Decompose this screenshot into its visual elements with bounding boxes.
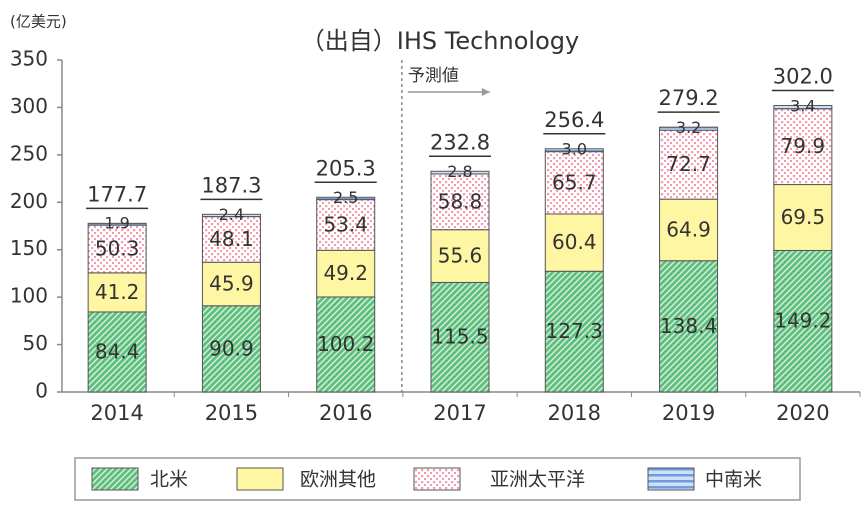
bar-segment <box>316 196 376 201</box>
x-tick-label: 2016 <box>319 401 372 425</box>
segment-label: 3.0 <box>562 140 587 159</box>
total-label: 279.2 <box>659 86 719 110</box>
legend-swatch <box>413 467 461 491</box>
y-tick-label: 200 <box>10 189 48 213</box>
bar-segment <box>316 199 376 251</box>
segment-label: 3.4 <box>790 97 815 116</box>
bar-segment <box>201 305 261 393</box>
x-tick-label: 2019 <box>662 401 715 425</box>
bar-segment <box>87 272 147 313</box>
segment-label: 60.4 <box>552 230 597 254</box>
total-label: 187.3 <box>201 173 261 197</box>
y-tick-label: 0 <box>35 379 48 403</box>
unit-label: (亿美元) <box>10 13 67 31</box>
x-tick-label: 2014 <box>90 401 143 425</box>
segment-label: 138.4 <box>660 314 717 338</box>
segment-label: 100.2 <box>317 332 374 356</box>
x-tick-label: 2020 <box>776 401 829 425</box>
segment-label: 149.2 <box>774 309 831 333</box>
bar-segment <box>659 126 719 131</box>
segment-label: 49.2 <box>323 261 368 285</box>
chart-title: （出自）IHS Technology <box>301 27 579 55</box>
bar-segment <box>773 184 833 251</box>
x-tick-label: 2017 <box>433 401 486 425</box>
bar-segment <box>430 229 490 283</box>
bar-segment <box>430 173 490 231</box>
total-label: 256.4 <box>544 108 604 132</box>
bar-segment <box>659 129 719 200</box>
bar-segment <box>430 281 490 393</box>
bar-segment <box>544 148 604 153</box>
y-tick-label: 300 <box>10 94 48 118</box>
legend-label: 中南米 <box>705 469 762 491</box>
segment-label: 84.4 <box>95 339 140 363</box>
forecast-arrowhead <box>481 88 490 96</box>
legend-label: 亚洲太平洋 <box>490 469 585 491</box>
bar-segment <box>201 216 261 263</box>
bar-segment <box>201 213 261 218</box>
total-label: 232.8 <box>430 130 490 154</box>
segment-label: 64.9 <box>666 217 711 241</box>
y-tick-label: 100 <box>10 284 48 308</box>
total-label: 205.3 <box>316 156 376 180</box>
legend-swatch <box>91 467 139 491</box>
bar-segment <box>430 170 490 175</box>
legend-swatch <box>236 467 284 491</box>
segment-label: 72.7 <box>666 152 711 176</box>
forecast-label: 予測値 <box>408 66 459 86</box>
bar-segment <box>201 261 261 307</box>
legend-label: 北米 <box>150 469 188 491</box>
segment-label: 115.5 <box>431 325 488 349</box>
bar-segment <box>773 249 833 393</box>
x-tick-label: 2015 <box>205 401 258 425</box>
segment-label: 127.3 <box>546 319 603 343</box>
bar-segment <box>87 311 147 393</box>
segment-label: 1.9 <box>104 214 129 233</box>
legend-label: 欧洲其他 <box>300 469 376 491</box>
segment-label: 2.8 <box>447 162 472 181</box>
segment-label: 55.6 <box>438 244 483 268</box>
segment-label: 45.9 <box>209 272 254 296</box>
segment-label: 41.2 <box>95 280 140 304</box>
y-tick-label: 350 <box>10 47 48 71</box>
legend-swatch <box>647 467 695 491</box>
bar-segment <box>659 260 719 393</box>
total-label: 177.7 <box>87 182 147 206</box>
segment-label: 2.5 <box>333 188 358 207</box>
bar-segment <box>773 108 833 186</box>
bar-segment <box>316 249 376 298</box>
y-tick-label: 50 <box>23 331 48 355</box>
segment-label: 69.5 <box>781 205 826 229</box>
bar-segment <box>659 198 719 262</box>
segment-label: 50.3 <box>95 237 140 261</box>
segment-label: 3.2 <box>676 118 701 137</box>
segment-label: 53.4 <box>323 212 368 236</box>
bar-segment <box>87 224 147 274</box>
segment-label: 79.9 <box>781 134 826 158</box>
total-label: 302.0 <box>773 65 833 89</box>
bar-segment <box>316 296 376 393</box>
bar-segment <box>544 151 604 215</box>
bar-segment <box>87 222 147 226</box>
segment-label: 48.1 <box>209 227 254 251</box>
y-tick-label: 250 <box>10 141 48 165</box>
bar-segment <box>773 105 833 110</box>
segment-label: 65.7 <box>552 170 597 194</box>
segment-label: 2.4 <box>219 205 244 224</box>
y-tick-label: 150 <box>10 236 48 260</box>
x-tick-label: 2018 <box>548 401 601 425</box>
segment-label: 58.8 <box>438 189 483 213</box>
segment-label: 90.9 <box>209 336 254 360</box>
